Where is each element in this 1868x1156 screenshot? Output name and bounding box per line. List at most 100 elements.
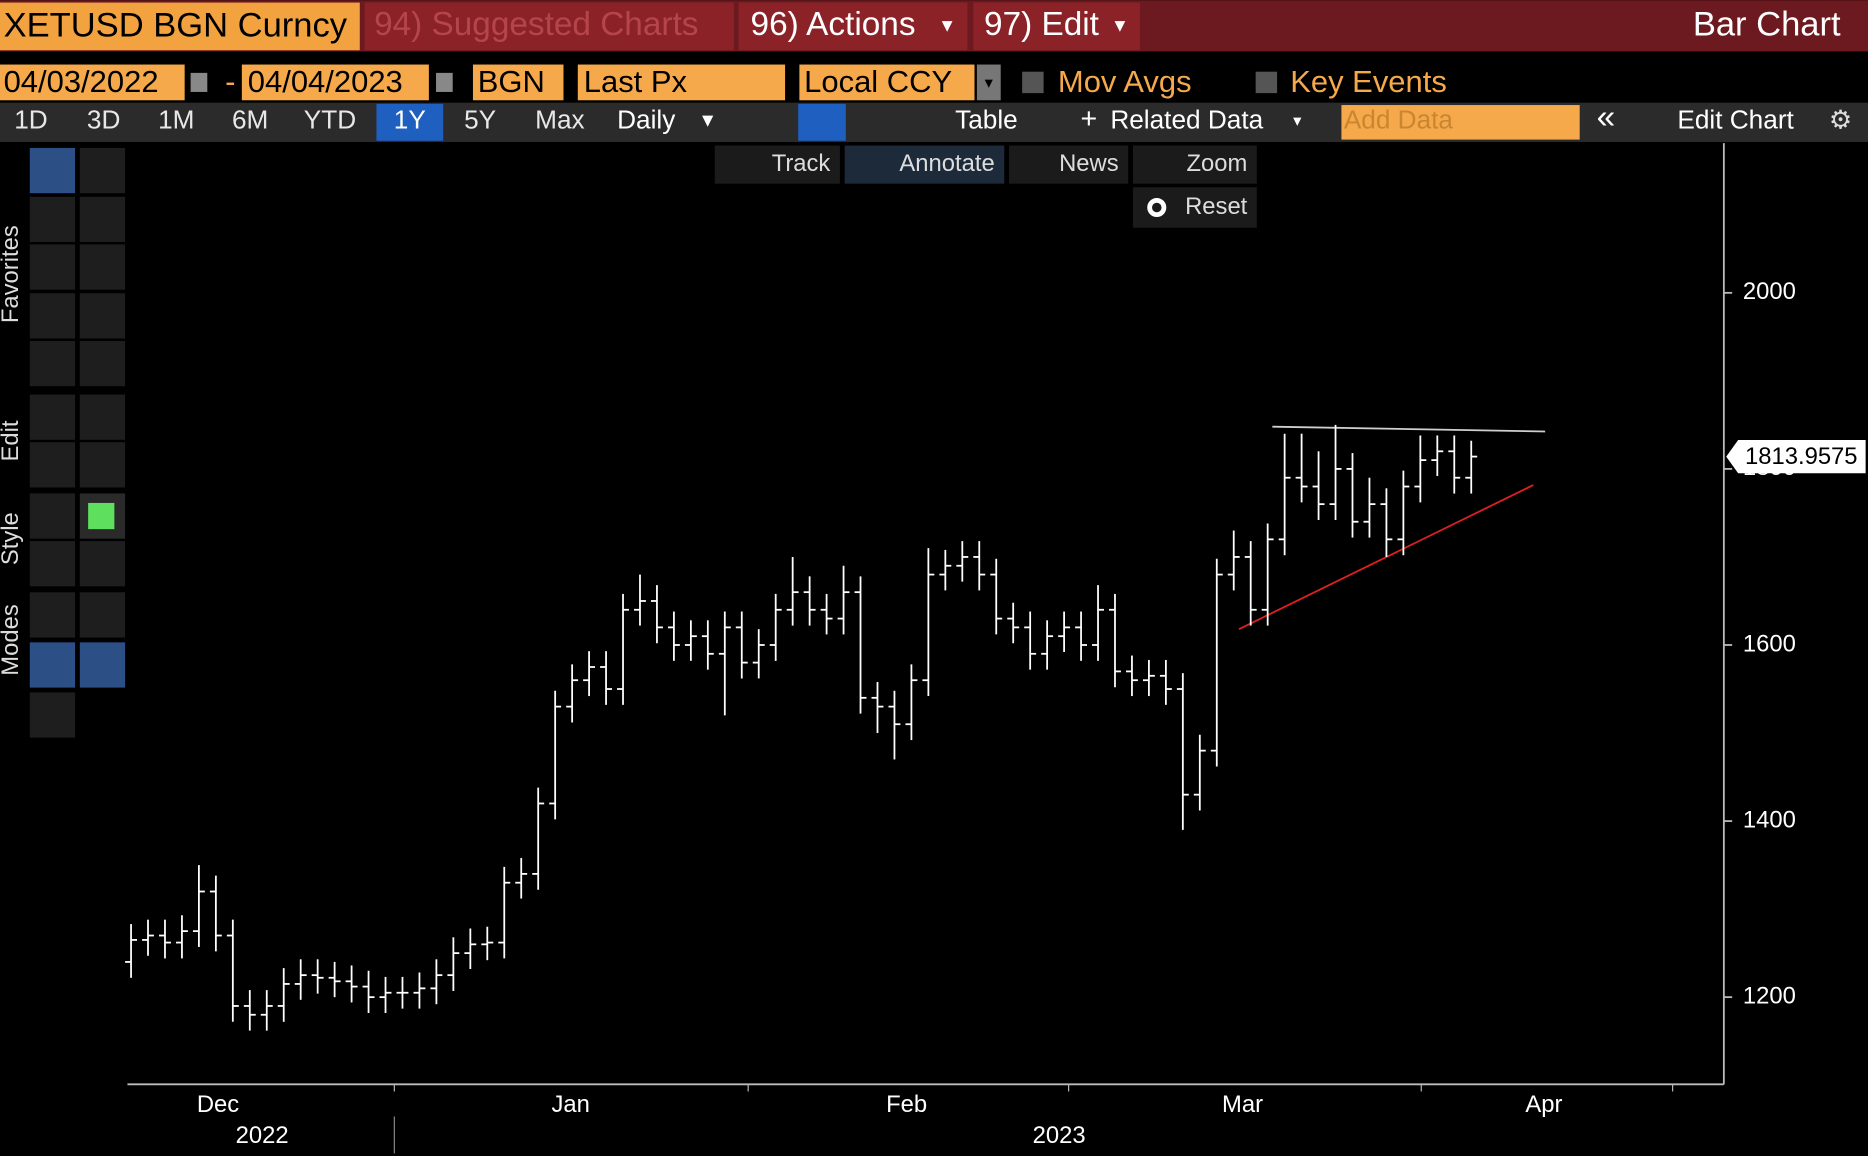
period-button: YTD (304, 105, 356, 135)
drawing-tool[interactable] (29, 642, 76, 688)
drawing-tool[interactable] (79, 340, 126, 387)
actions: 96) Actions (751, 6, 916, 43)
x-tick-label: Jan (551, 1091, 589, 1118)
drawing-tool[interactable] (29, 394, 76, 440)
tool-label: News (1059, 150, 1119, 177)
drawing-tool[interactable] (29, 442, 76, 488)
drawing-tool[interactable] (29, 147, 76, 194)
reset-icon (1147, 197, 1167, 218)
end-date-box[interactable] (241, 64, 429, 101)
chart-type-button[interactable] (798, 103, 846, 141)
date-separator: - (225, 64, 235, 99)
calendar-icon[interactable] (190, 72, 208, 92)
add-data: Add Data (1344, 105, 1454, 135)
dropdown-icon: ▼ (698, 111, 717, 132)
add-data-box[interactable] (1341, 105, 1580, 140)
drawing-tool[interactable] (79, 442, 126, 488)
end-date: 04/04/2023 (248, 64, 403, 99)
resistance-line (1272, 425, 1546, 433)
period-button: Max (535, 105, 584, 135)
currency: Local CCY (804, 64, 952, 99)
edit-button[interactable] (973, 2, 1141, 51)
chart-mode: Bar Chart (1693, 6, 1841, 44)
actions-button[interactable] (738, 2, 968, 51)
tool-label: Zoom (1186, 150, 1247, 177)
suggested-button[interactable] (364, 2, 734, 51)
source-box[interactable] (472, 64, 564, 101)
source: BGN (478, 64, 545, 99)
side-tab: Favorites (0, 225, 24, 323)
period-button: 5Y (464, 105, 496, 135)
x-tick-label: Feb (886, 1091, 927, 1118)
year-label: 2022 (236, 1122, 289, 1149)
edit-menu: 97) Edit (984, 6, 1100, 43)
mov-avgs: Mov Avgs (1058, 64, 1192, 99)
drawing-tool[interactable] (29, 293, 76, 339)
drawing-tool[interactable] (29, 541, 76, 587)
side-tab: Edit (0, 420, 24, 461)
table-button: Table (955, 105, 1018, 135)
period-button: 1M (158, 105, 194, 135)
collapse-icon: « (1597, 99, 1616, 136)
dropdown-icon: ▾ (985, 73, 994, 92)
dropdown-icon: ▾ (942, 13, 953, 37)
edit-chart: Edit Chart (1677, 105, 1794, 135)
frequency: Daily (617, 105, 676, 135)
reset-button[interactable] (1132, 187, 1257, 228)
color-swatch[interactable] (88, 502, 115, 530)
ticker-box[interactable] (0, 2, 360, 51)
period-selected[interactable] (376, 103, 444, 141)
period-button: 3D (87, 105, 120, 135)
tool-button[interactable] (1132, 145, 1257, 184)
drawing-tool[interactable] (29, 493, 76, 539)
drawing-tool[interactable] (79, 394, 126, 440)
currency-box[interactable] (799, 64, 975, 101)
ticker: XETUSD BGN Curncy (4, 7, 348, 45)
side-tab: Modes (0, 604, 24, 676)
drawing-tool[interactable] (79, 592, 126, 638)
calendar-icon[interactable] (436, 72, 453, 92)
drawing-tool[interactable] (79, 147, 126, 194)
tool-button[interactable] (844, 145, 1005, 184)
y-tick-label: 1200 (1743, 982, 1796, 1009)
y-tick-label: 1600 (1743, 630, 1796, 657)
last-price-label: 1813.9575 (1745, 443, 1858, 470)
drawing-tool[interactable] (79, 244, 126, 290)
side-tab: Style (0, 512, 24, 565)
last-price-tag (1726, 439, 1866, 474)
drawing-tool[interactable] (29, 592, 76, 638)
period-button: 1D (14, 105, 47, 135)
x-tick-label: Apr (1525, 1091, 1562, 1118)
drawing-tool[interactable] (79, 642, 126, 688)
mov-avgs-checkbox[interactable] (1022, 71, 1044, 94)
field: Last Px (584, 64, 688, 99)
drawing-tool[interactable] (29, 340, 76, 387)
period-bar (0, 102, 1868, 142)
drawing-tool[interactable] (79, 196, 126, 243)
drawing-tool[interactable] (29, 244, 76, 290)
start-date-box[interactable] (0, 64, 185, 101)
key-events-checkbox[interactable] (1255, 71, 1278, 94)
dropdown-icon: ▾ (1114, 13, 1125, 37)
tool-button[interactable] (714, 145, 840, 184)
support-line (1238, 484, 1534, 631)
x-tick-label: Mar (1222, 1091, 1263, 1118)
drawing-tool[interactable] (79, 541, 126, 587)
drawing-tool[interactable] (29, 692, 76, 738)
drawing-tool[interactable] (79, 293, 126, 339)
drawing-tool[interactable] (29, 196, 76, 243)
tool-label: Track (772, 150, 831, 177)
start-date: 04/03/2022 (4, 64, 159, 99)
period-button: 1Y (394, 105, 426, 135)
reset-label: Reset (1185, 193, 1248, 220)
currency-dropdown[interactable] (976, 64, 1001, 101)
tool-button[interactable] (1009, 145, 1129, 184)
field-box[interactable] (577, 64, 786, 101)
period-button: 6M (232, 105, 268, 135)
suggested-charts: 94) Suggested Charts (374, 6, 698, 43)
settings-icon: ⚙ (1829, 105, 1852, 135)
year-label: 2023 (1033, 1122, 1086, 1149)
key-events: Key Events (1290, 64, 1447, 99)
